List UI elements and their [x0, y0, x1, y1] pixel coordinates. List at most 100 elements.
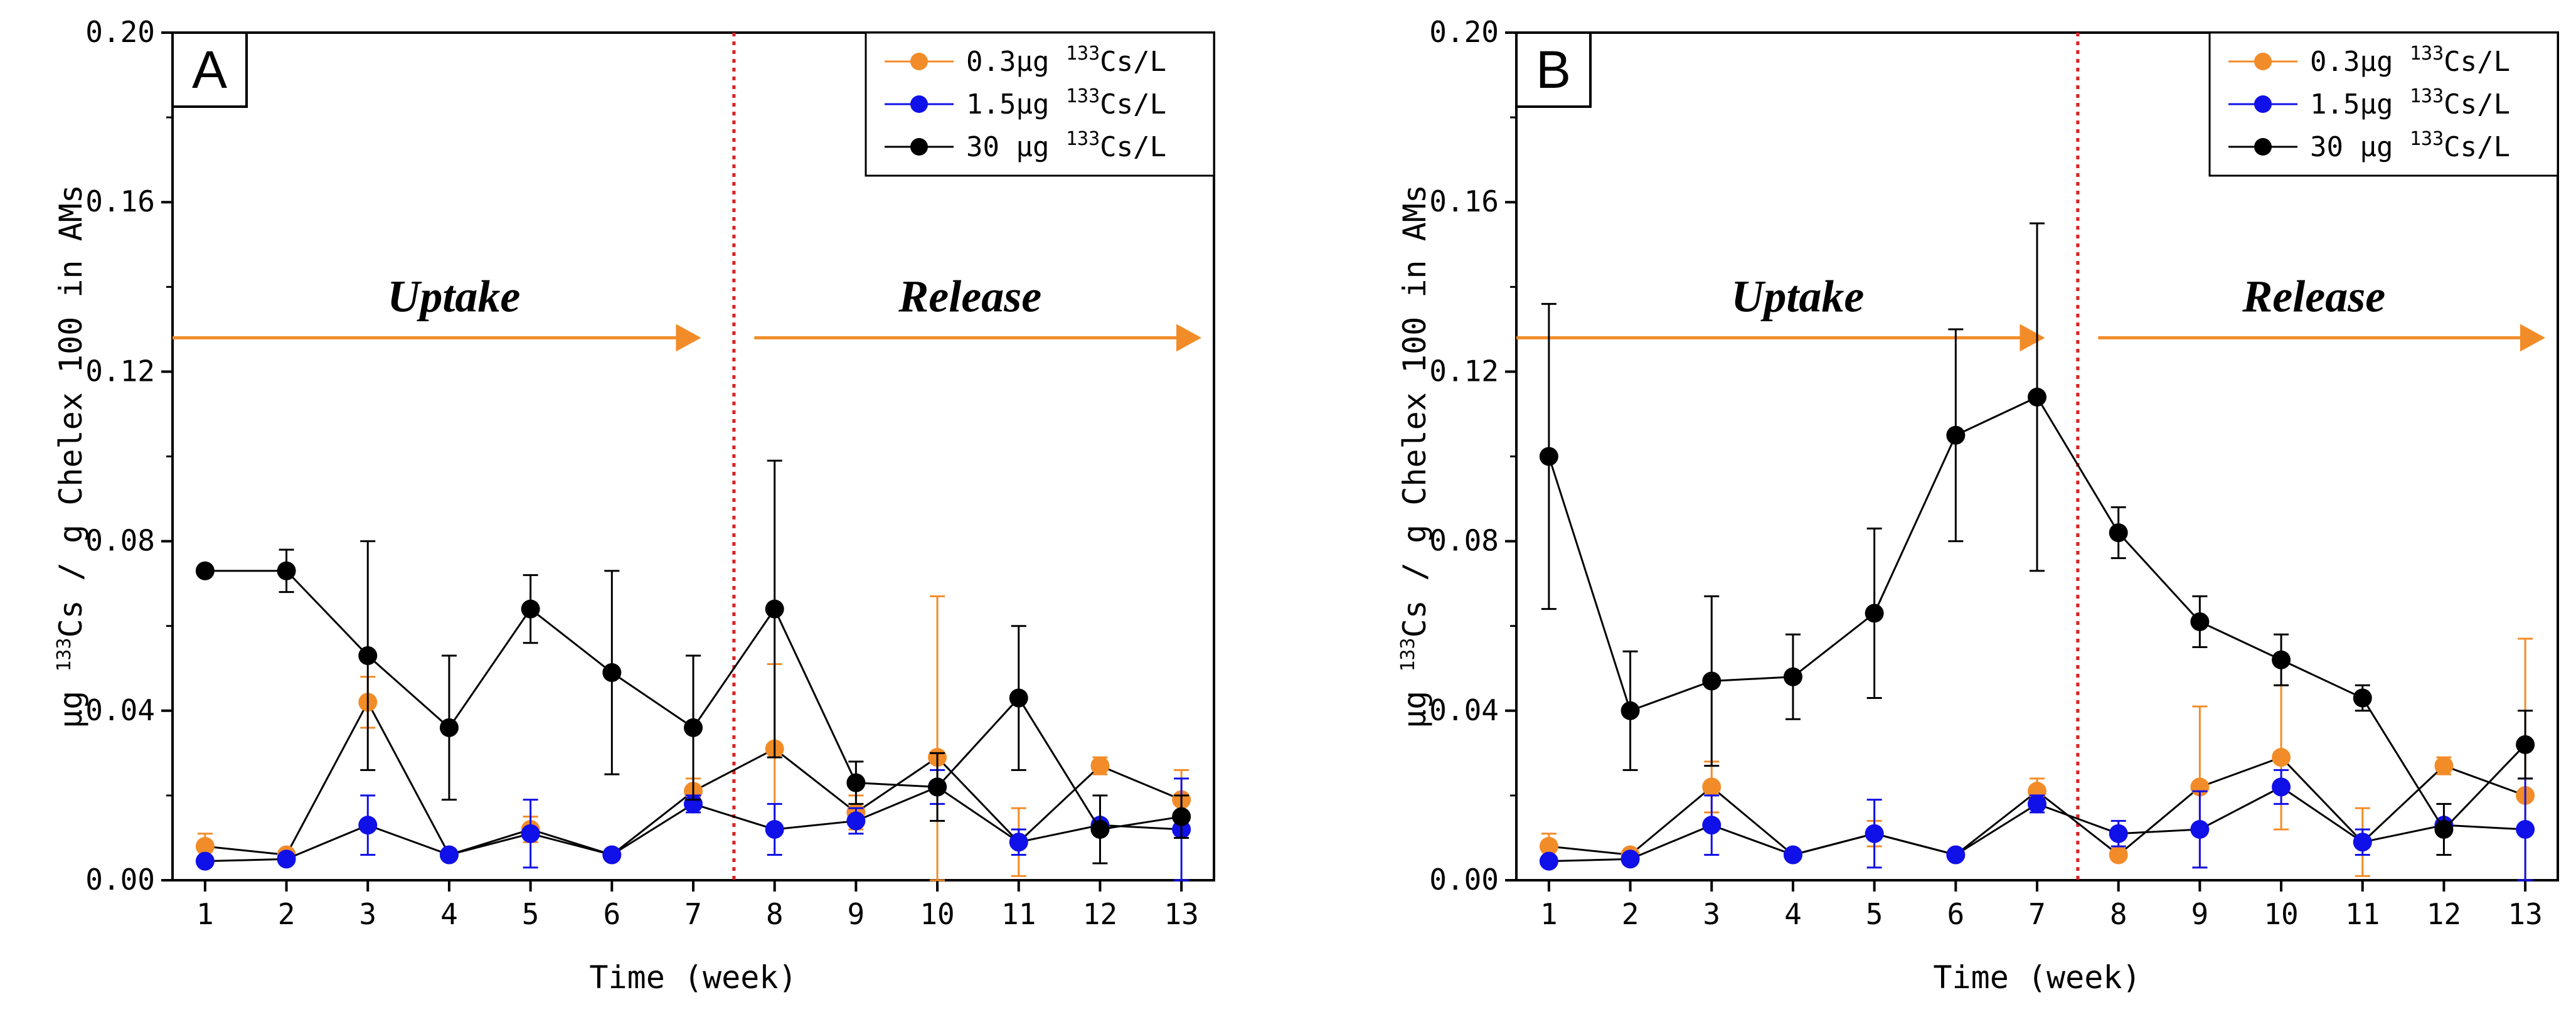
data-point [1946, 425, 1966, 445]
data-point [358, 646, 378, 665]
data-point [1009, 833, 1028, 852]
data-point [2190, 819, 2210, 839]
x-tick-label: 10 [2264, 897, 2298, 931]
x-tick-label: 4 [1784, 897, 1802, 931]
x-tick-label: 10 [920, 897, 954, 931]
legend-entry: 1.5μg 133Cs/L [966, 85, 1166, 120]
y-tick-label: 0.08 [85, 524, 155, 558]
panel-label-box [171, 31, 248, 108]
data-point [846, 773, 866, 792]
data-point [1702, 816, 1722, 835]
phase-arrow-head [2020, 324, 2045, 352]
data-point [2109, 824, 2128, 843]
data-point [1702, 671, 1722, 691]
chart-panel-b: 0.000.040.080.120.160.201 2 3 4 5 6 7 8 9 10 11 12 1… [1397, 15, 2559, 996]
x-tick-label: 5 [522, 897, 540, 931]
data-point [1539, 447, 1558, 466]
data-point [1783, 845, 1802, 865]
data-point [1009, 688, 1028, 708]
panel-label-box [1515, 31, 1592, 108]
data-point [2109, 523, 2128, 543]
data-point [1090, 819, 1110, 839]
phase-arrow-head [2520, 324, 2545, 352]
x-tick-label: 12 [2427, 897, 2461, 931]
legend-entry: 1.5μg 133Cs/L [2310, 85, 2510, 120]
data-point [439, 845, 459, 865]
data-point [439, 718, 459, 737]
x-tick-label: 9 [2191, 897, 2209, 931]
data-point [1702, 777, 1722, 797]
y-tick-label: 0.04 [85, 693, 155, 727]
x-tick-label: 5 [1866, 897, 1883, 931]
x-tick-label: 1 [196, 897, 214, 931]
data-point [195, 561, 215, 580]
data-point [1865, 604, 1884, 623]
x-tick-label: 2 [278, 897, 295, 931]
data-point [2190, 612, 2210, 631]
data-point [602, 663, 622, 683]
data-point [2272, 650, 2291, 669]
data-point [2272, 777, 2291, 797]
data-point [1621, 701, 1640, 720]
data-point [2353, 688, 2372, 708]
panel-label: B [1536, 40, 1571, 99]
legend-entry: 0.3μg 133Cs/L [2310, 43, 2510, 78]
data-point [195, 851, 215, 871]
phase-arrow-head [1176, 324, 1201, 352]
legend-marker [2254, 138, 2272, 156]
y-tick-label: 0.00 [1429, 863, 1499, 897]
data-point [1539, 851, 1558, 871]
panel-label: A [192, 40, 227, 99]
data-point [2028, 794, 2046, 814]
data-point [521, 824, 540, 843]
data-point [2272, 748, 2291, 767]
data-point [2434, 756, 2454, 775]
data-point [1621, 850, 1640, 869]
data-point [1172, 807, 1191, 826]
y-tick-label: 0.12 [85, 354, 155, 388]
data-point [765, 819, 784, 839]
y-tick-label: 0.16 [1429, 184, 1499, 218]
x-tick-label: 1 [1540, 897, 1558, 931]
data-point [2028, 387, 2046, 407]
y-tick-label: 0.08 [1429, 524, 1499, 558]
y-tick-label: 0.04 [1429, 693, 1499, 727]
data-point [277, 850, 296, 869]
data-point [2353, 833, 2372, 852]
x-tick-label: 7 [2028, 897, 2046, 931]
data-point [1946, 845, 1966, 865]
data-point [195, 836, 215, 856]
x-tick-label: 8 [2110, 897, 2127, 931]
phase-label-uptake: Uptake [1731, 271, 1864, 321]
y-tick-label: 0.16 [85, 184, 155, 218]
legend-entry: 30 μg 133Cs/L [966, 128, 1166, 163]
data-point [846, 811, 866, 831]
data-point [521, 599, 540, 619]
data-point [684, 718, 703, 737]
legend-entry: 0.3μg 133Cs/L [966, 43, 1166, 78]
x-tick-label: 7 [684, 897, 702, 931]
y-tick-label: 0.20 [1429, 15, 1499, 49]
phase-label-release: Release [898, 271, 1041, 321]
data-point [1783, 667, 1802, 686]
legend-marker [910, 138, 928, 156]
x-tick-label: 6 [1947, 897, 1964, 931]
x-tick-label: 11 [2345, 897, 2380, 931]
y-axis-label: μg 133Cs / g Chelex 100 in AMs [53, 184, 89, 728]
y-tick-label: 0.12 [1429, 354, 1499, 388]
data-point [277, 561, 296, 580]
x-tick-label: 6 [603, 897, 620, 931]
data-point [2109, 845, 2128, 865]
data-point [2434, 819, 2454, 839]
x-tick-label: 12 [1083, 897, 1117, 931]
legend-entry: 30 μg 133Cs/L [2310, 128, 2510, 163]
x-tick-label: 9 [848, 897, 865, 931]
data-point [1539, 836, 1558, 856]
x-tick-label: 13 [2508, 897, 2542, 931]
data-point [358, 816, 378, 835]
data-point [765, 599, 784, 619]
phase-arrow-head [676, 324, 701, 352]
x-tick-label: 4 [440, 897, 458, 931]
